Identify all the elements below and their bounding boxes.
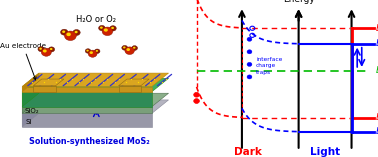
Text: H₂O or O₂: H₂O or O₂ bbox=[76, 15, 116, 24]
Polygon shape bbox=[33, 86, 56, 92]
Circle shape bbox=[90, 51, 93, 54]
Text: Light: Light bbox=[310, 147, 340, 157]
Circle shape bbox=[60, 29, 68, 35]
Polygon shape bbox=[22, 78, 39, 107]
Circle shape bbox=[125, 47, 135, 54]
Circle shape bbox=[94, 49, 100, 54]
Polygon shape bbox=[22, 93, 169, 107]
Polygon shape bbox=[119, 86, 141, 92]
Polygon shape bbox=[119, 79, 149, 86]
Circle shape bbox=[247, 75, 252, 79]
Circle shape bbox=[111, 27, 114, 29]
Text: Energy: Energy bbox=[283, 0, 314, 4]
Polygon shape bbox=[22, 73, 39, 92]
Text: interface
charge
traps: interface charge traps bbox=[256, 57, 282, 75]
Text: Eᴠ: Eᴠ bbox=[376, 127, 378, 136]
Circle shape bbox=[62, 30, 65, 33]
Circle shape bbox=[126, 48, 130, 51]
Text: Solution-synthesized MoS₂: Solution-synthesized MoS₂ bbox=[28, 137, 149, 146]
Circle shape bbox=[247, 62, 252, 66]
Polygon shape bbox=[22, 73, 169, 87]
Circle shape bbox=[99, 25, 105, 31]
Circle shape bbox=[194, 92, 200, 97]
Polygon shape bbox=[22, 93, 39, 113]
Polygon shape bbox=[22, 92, 152, 107]
Circle shape bbox=[73, 30, 80, 35]
Polygon shape bbox=[22, 100, 169, 113]
Text: SiO₂: SiO₂ bbox=[25, 108, 39, 114]
Circle shape bbox=[74, 31, 77, 33]
Circle shape bbox=[50, 48, 53, 50]
Circle shape bbox=[100, 27, 103, 29]
Circle shape bbox=[110, 26, 116, 31]
Circle shape bbox=[247, 50, 252, 54]
Circle shape bbox=[132, 46, 138, 50]
Polygon shape bbox=[22, 107, 152, 113]
Circle shape bbox=[87, 50, 89, 51]
Circle shape bbox=[123, 46, 125, 49]
Circle shape bbox=[96, 50, 98, 52]
Polygon shape bbox=[33, 79, 64, 86]
Text: Eᴠ: Eᴠ bbox=[376, 113, 378, 122]
Text: Au electrode: Au electrode bbox=[0, 43, 46, 80]
Circle shape bbox=[247, 37, 252, 41]
Text: Si: Si bbox=[25, 119, 31, 125]
Circle shape bbox=[39, 48, 42, 50]
Circle shape bbox=[133, 47, 135, 49]
Text: Eᴄ: Eᴄ bbox=[376, 24, 378, 33]
Polygon shape bbox=[22, 100, 39, 127]
Circle shape bbox=[41, 48, 51, 56]
Circle shape bbox=[85, 49, 91, 53]
Circle shape bbox=[67, 32, 71, 36]
Circle shape bbox=[38, 47, 44, 52]
Polygon shape bbox=[22, 87, 152, 92]
Circle shape bbox=[43, 49, 47, 53]
Circle shape bbox=[104, 28, 108, 32]
Circle shape bbox=[88, 50, 97, 57]
Text: Eᴄ: Eᴄ bbox=[376, 39, 378, 49]
Circle shape bbox=[65, 31, 76, 41]
Circle shape bbox=[122, 45, 128, 50]
Text: Eₔ: Eₔ bbox=[376, 66, 378, 75]
Polygon shape bbox=[22, 78, 169, 92]
Polygon shape bbox=[22, 113, 152, 127]
Circle shape bbox=[194, 99, 200, 103]
Circle shape bbox=[48, 47, 55, 52]
Text: Dark: Dark bbox=[234, 147, 262, 157]
Circle shape bbox=[102, 27, 113, 36]
